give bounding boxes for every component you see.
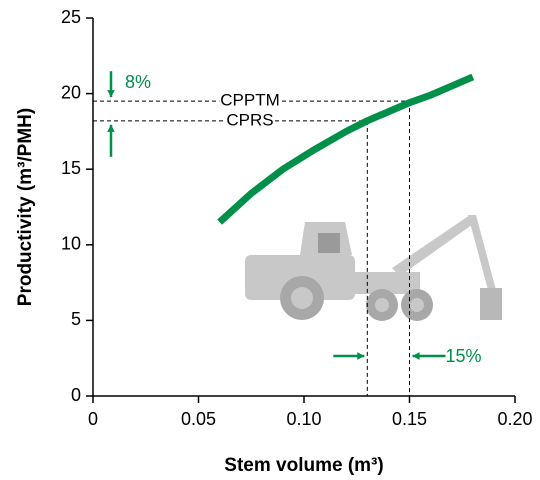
x-tick-label: 0.15 [392, 409, 427, 429]
annotation-arrowhead [107, 125, 115, 132]
y-tick-label: 0 [71, 385, 81, 405]
annotation-arrowhead [357, 352, 364, 360]
y-tick-label: 15 [61, 158, 81, 178]
reference-label: CPPTM [220, 91, 280, 110]
y-tick-label: 20 [61, 82, 81, 102]
harvester-illustration [245, 215, 502, 321]
reference-label: CPRS [226, 110, 273, 129]
chart: Stem volume (m³) Productivity (m³/PMH) 0… [0, 0, 540, 480]
y-tick-label: 10 [61, 234, 81, 254]
x-tick-label: 0 [88, 409, 98, 429]
annotation: 15% [446, 346, 482, 366]
x-tick-label: 0.10 [286, 409, 321, 429]
y-tick-label: 5 [71, 309, 81, 329]
y-axis-label: Productivity (m³/PMH) [15, 108, 36, 306]
x-axis-label: Stem volume (m³) [224, 455, 383, 476]
page: Stem volume (m³) Productivity (m³/PMH) 0… [0, 0, 540, 480]
annotation-arrowhead [413, 352, 420, 360]
x-tick-label: 0.20 [497, 409, 532, 429]
annotation: 8% [125, 72, 151, 92]
annotation-arrowhead [107, 90, 115, 97]
x-tick-label: 0.05 [181, 409, 216, 429]
y-tick-label: 25 [61, 7, 81, 27]
